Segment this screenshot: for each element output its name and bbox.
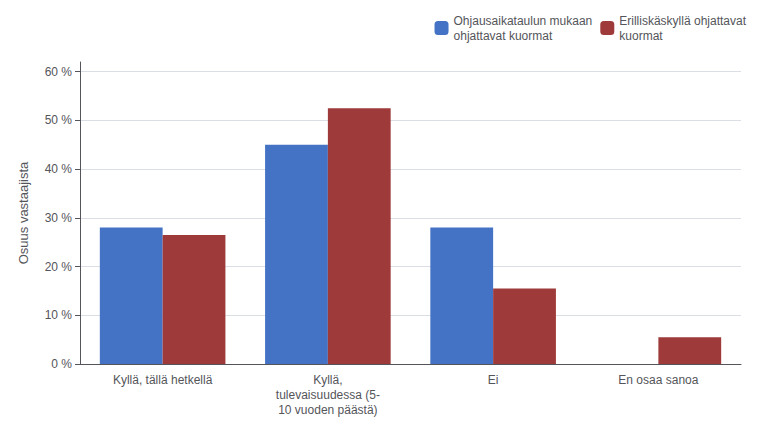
svg-text:tulevaisuudessa (5-: tulevaisuudessa (5- [276,388,380,402]
svg-text:0 %: 0 % [51,357,72,371]
svg-text:Kyllä,: Kyllä, [313,373,342,387]
svg-text:Ei: Ei [488,373,499,387]
svg-text:10 vuoden päästä): 10 vuoden päästä) [278,403,377,417]
svg-text:Kyllä, tällä hetkellä: Kyllä, tällä hetkellä [113,373,213,387]
svg-text:30 %: 30 % [45,211,73,225]
svg-text:Ohjausaikataulun mukaan: Ohjausaikataulun mukaan [454,14,593,28]
svg-text:kuormat: kuormat [619,29,663,43]
svg-text:40 %: 40 % [45,162,73,176]
svg-text:Erilliskäskyllä ohjattavat: Erilliskäskyllä ohjattavat [619,14,746,28]
svg-text:50 %: 50 % [45,113,73,127]
svg-text:Osuus vastaajista: Osuus vastaajista [16,161,31,264]
svg-text:ohjattavat kuormat: ohjattavat kuormat [454,29,553,43]
svg-text:En osaa sanoa: En osaa sanoa [618,373,698,387]
svg-text:60 %: 60 % [45,65,73,79]
svg-text:20 %: 20 % [45,260,73,274]
svg-text:10 %: 10 % [45,308,73,322]
